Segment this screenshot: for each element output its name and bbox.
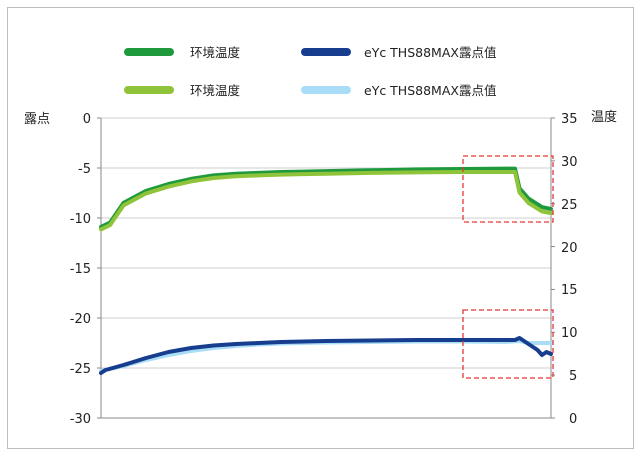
y-left-tick-label: -10 bbox=[70, 212, 91, 227]
legend-label-1: 环境温度 bbox=[190, 45, 241, 60]
legend-label-2: eYc THS88MAX露点值 bbox=[364, 45, 496, 60]
highlight-box-dewpoint bbox=[462, 309, 554, 379]
legend-item-1: 环境温度 bbox=[124, 45, 241, 60]
gridlines bbox=[97, 117, 555, 419]
y-left-axis-title: 露点 bbox=[24, 112, 50, 127]
y-left-tick-labels: 0 -5 -10 -15 -20 -25 -30 bbox=[70, 112, 91, 427]
y-right-tick-label: 10 bbox=[561, 326, 578, 341]
y-right-tick-labels: 35 30 25 20 15 10 5 0 bbox=[561, 112, 578, 427]
y-left-tick-label: -15 bbox=[70, 262, 91, 277]
series-line-4 bbox=[99, 336, 553, 375]
y-right-tick-label: 25 bbox=[561, 198, 578, 213]
y-right-tick-label: 35 bbox=[561, 112, 578, 127]
y-left-tick-label: 0 bbox=[83, 112, 91, 127]
chart-svg: 环境温度 eYc THS88MAX露点值 环境温度 eYc THS88MAX露点… bbox=[24, 45, 617, 427]
legend: 环境温度 eYc THS88MAX露点值 环境温度 eYc THS88MAX露点… bbox=[124, 45, 496, 98]
y-right-tick-label: 30 bbox=[561, 155, 578, 170]
y-right-axis-title: 温度 bbox=[591, 109, 617, 125]
y-right-tick-label: 20 bbox=[561, 241, 578, 256]
series-layer bbox=[99, 166, 553, 375]
y-left-tick-label: -5 bbox=[78, 162, 91, 177]
legend-label-4: eYc THS88MAX露点值 bbox=[364, 83, 496, 98]
y-left-tick-label: -30 bbox=[70, 412, 91, 427]
legend-item-2: eYc THS88MAX露点值 bbox=[301, 45, 496, 60]
legend-item-3: 环境温度 bbox=[124, 83, 241, 98]
y-right-tick-label: 15 bbox=[561, 283, 578, 298]
legend-label-3: 环境温度 bbox=[190, 83, 241, 98]
series-line-3 bbox=[99, 339, 553, 373]
highlight-box-temperature bbox=[462, 155, 554, 223]
y-right-tick-label: 0 bbox=[569, 412, 577, 427]
y-left-tick-label: -20 bbox=[70, 312, 91, 327]
y-left-tick-label: -25 bbox=[70, 362, 91, 377]
legend-item-4: eYc THS88MAX露点值 bbox=[301, 83, 496, 98]
series-line-2 bbox=[99, 170, 553, 232]
chart-frame: 环境温度 eYc THS88MAX露点值 环境温度 eYc THS88MAX露点… bbox=[7, 7, 634, 449]
y-right-tick-label: 5 bbox=[569, 369, 577, 384]
